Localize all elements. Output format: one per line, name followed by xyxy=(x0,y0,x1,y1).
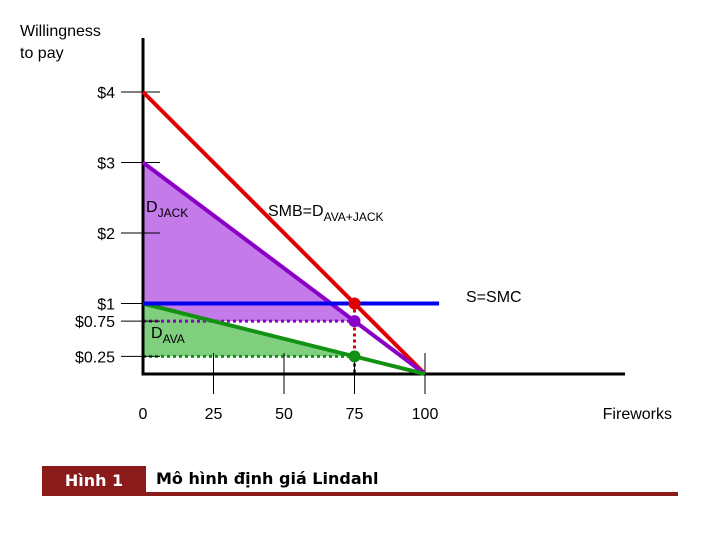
x-tick-label: 0 xyxy=(139,406,148,423)
series-line-dava xyxy=(142,301,426,376)
x-tick-label: 100 xyxy=(412,406,439,423)
y-tick-label: $1 xyxy=(97,297,115,314)
x-tick-label: 75 xyxy=(346,406,364,423)
intersection-point-1 xyxy=(348,315,361,328)
x-axis-label: Fireworks xyxy=(603,406,672,423)
y-tick-label: $0.75 xyxy=(75,314,115,331)
series-label-smb-dava-jack: SMB=DAVA+JACK xyxy=(268,203,384,224)
y-tick-label: $3 xyxy=(97,156,115,173)
series-label-s-smc: S=SMC xyxy=(466,289,522,306)
y-tick-label: $2 xyxy=(97,226,115,243)
series-line-smb-dava-jack xyxy=(141,90,427,376)
series-label-dava: DAVA xyxy=(151,325,185,346)
y-axis-label: Willingness to pay xyxy=(20,23,101,62)
x-tick-label: 50 xyxy=(275,406,293,423)
intersection-point-0 xyxy=(348,297,361,310)
caption-rule xyxy=(146,492,678,496)
y-tick-label: $4 xyxy=(97,85,115,102)
intersection-point-2 xyxy=(348,350,361,363)
x-tick-label: 25 xyxy=(205,406,223,423)
series-line-djack xyxy=(141,160,427,376)
figure-caption: Mô hình định giá Lindahl xyxy=(156,469,379,488)
series-label-djack: DJACK xyxy=(146,199,188,220)
figure-label: Hình 1 xyxy=(42,466,146,496)
y-tick-label: $0.25 xyxy=(75,349,115,366)
